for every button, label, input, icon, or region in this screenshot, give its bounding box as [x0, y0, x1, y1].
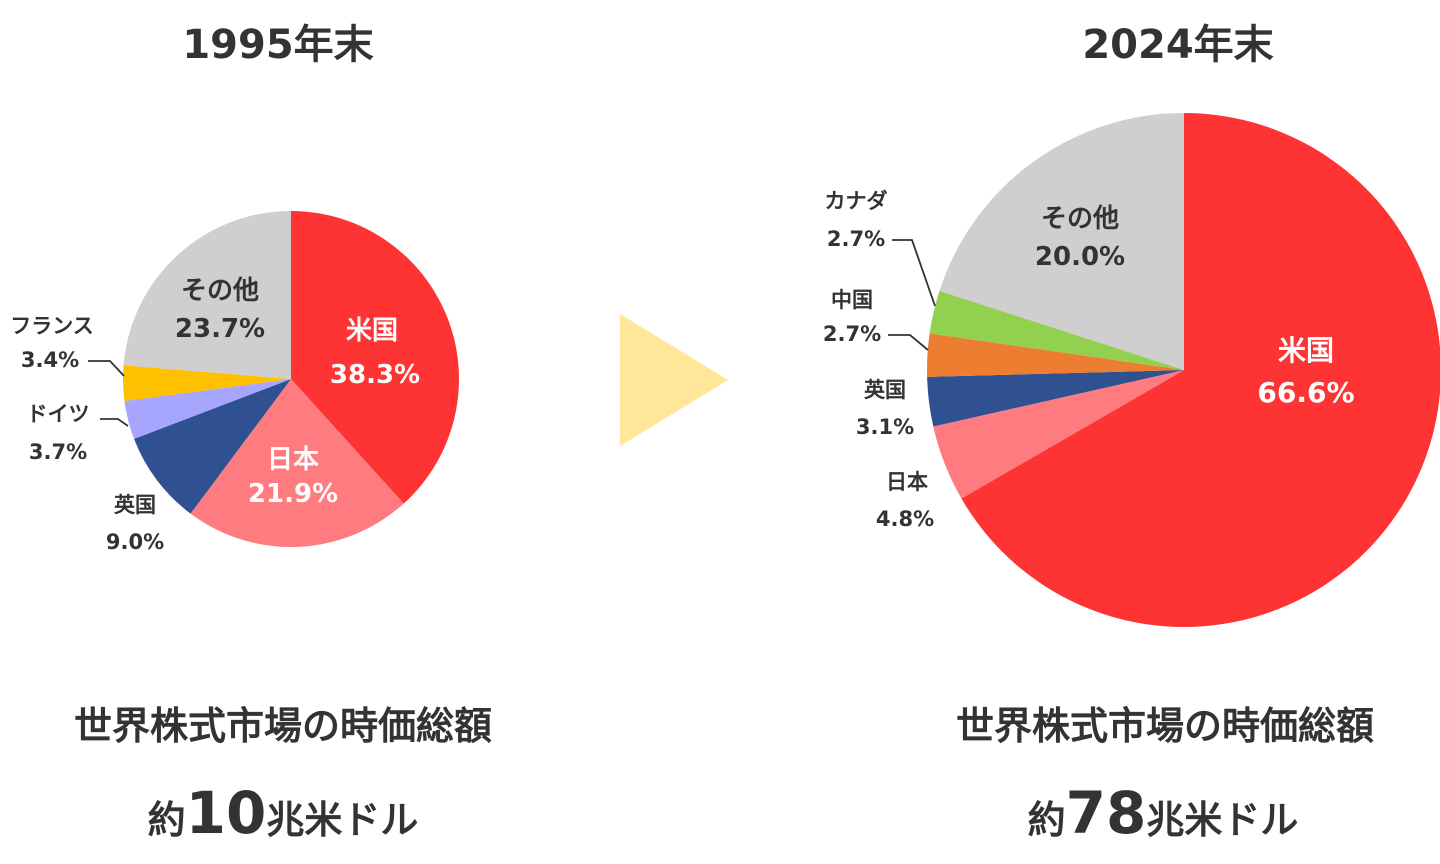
label-1995-germany-name: ドイツ: [27, 402, 90, 426]
leader-line-1995-germany: [100, 418, 129, 427]
label-1995-uk: 英国 9.0%: [106, 493, 164, 554]
label-1995-other-value: 23.7%: [175, 314, 265, 344]
chart-1995-total-prefix: 約: [148, 798, 186, 842]
label-2024-other: その他 20.0%: [1035, 204, 1125, 272]
label-1995-japan-value: 21.9%: [248, 479, 338, 509]
label-2024-canada: カナダ 2.7%: [825, 189, 936, 307]
slice-2024-china: [926, 333, 1184, 377]
label-1995-us-value: 38.3%: [330, 360, 420, 390]
slice-1995-japan: [190, 379, 404, 547]
slice-1995-uk: [134, 379, 291, 514]
label-1995-us: 米国 38.3%: [330, 316, 420, 390]
chart-1995: 1995年末 米国 38.3% 日本 21.9% その他 23.7% 英国 9.…: [10, 22, 492, 847]
label-1995-us-name: 米国: [346, 316, 398, 346]
label-1995-uk-value: 9.0%: [106, 530, 164, 554]
label-2024-china: 中国 2.7%: [823, 288, 929, 351]
chart-1995-total-unit: 兆米ドル: [266, 798, 418, 842]
pie-2024: [926, 113, 1440, 627]
chart-2024-title: 2024年末: [1082, 22, 1273, 68]
label-2024-japan: 日本 4.8%: [876, 470, 934, 531]
chart-2024-total-value: 78: [1066, 779, 1147, 847]
slice-2024-other: [939, 113, 1184, 370]
chart-1995-total-value: 10: [186, 779, 267, 847]
slice-1995-us: [291, 211, 460, 504]
label-1995-other-name: その他: [181, 276, 259, 306]
chart-2024-total: 約78兆米ドル: [1028, 779, 1299, 847]
pie-1995: [122, 211, 460, 547]
chart-2024-total-unit: 兆米ドル: [1146, 798, 1298, 842]
label-2024-canada-value: 2.7%: [827, 227, 885, 251]
chart-2024-total-prefix: 約: [1028, 798, 1066, 842]
label-1995-germany-value: 3.7%: [29, 440, 87, 464]
triangle-right-icon: [620, 314, 728, 446]
leader-line-2024-canada: [892, 239, 936, 307]
label-2024-uk-value: 3.1%: [856, 415, 914, 439]
label-2024-japan-value: 4.8%: [876, 507, 934, 531]
chart-1995-total: 約10兆米ドル: [148, 779, 419, 847]
slice-2024-us: [961, 113, 1440, 627]
slice-2024-japan: [933, 370, 1184, 499]
chart-1995-title: 1995年末: [182, 22, 373, 68]
label-2024-uk: 英国 3.1%: [856, 378, 914, 439]
chart-1995-caption: 世界株式市場の時価総額: [74, 704, 492, 748]
label-1995-uk-name: 英国: [114, 493, 156, 517]
chart-2024-caption: 世界株式市場の時価総額: [956, 704, 1374, 748]
label-1995-other: その他 23.7%: [175, 276, 265, 344]
chart-2024: 2024年末 米国 66.6% その他 20.0% 日本 4.8% 英国 3.1…: [823, 22, 1440, 847]
leader-line-1995-france: [88, 360, 125, 377]
label-2024-japan-name: 日本: [886, 470, 928, 494]
leader-line-2024-china: [888, 334, 929, 351]
label-2024-uk-name: 英国: [864, 378, 906, 402]
label-2024-china-value: 2.7%: [823, 322, 881, 346]
label-1995-france-name: フランス: [10, 314, 94, 338]
slice-2024-canada: [929, 290, 1184, 370]
label-2024-other-name: その他: [1041, 204, 1119, 234]
label-2024-us: 米国 66.6%: [1257, 334, 1354, 409]
slice-2024-uk: [927, 370, 1184, 427]
slice-1995-france: [122, 365, 291, 402]
label-2024-us-name: 米国: [1278, 334, 1334, 367]
label-1995-japan-name: 日本: [267, 445, 319, 475]
slice-1995-germany: [124, 379, 292, 439]
label-1995-japan: 日本 21.9%: [248, 445, 338, 509]
label-1995-france: フランス 3.4%: [10, 314, 125, 377]
label-2024-canada-name: カナダ: [825, 189, 888, 213]
label-1995-germany: ドイツ 3.7%: [27, 402, 129, 464]
slice-1995-other: [123, 211, 291, 379]
label-2024-china-name: 中国: [831, 288, 873, 312]
label-2024-other-value: 20.0%: [1035, 242, 1125, 272]
label-1995-france-value: 3.4%: [21, 348, 79, 372]
label-2024-us-value: 66.6%: [1257, 376, 1354, 409]
